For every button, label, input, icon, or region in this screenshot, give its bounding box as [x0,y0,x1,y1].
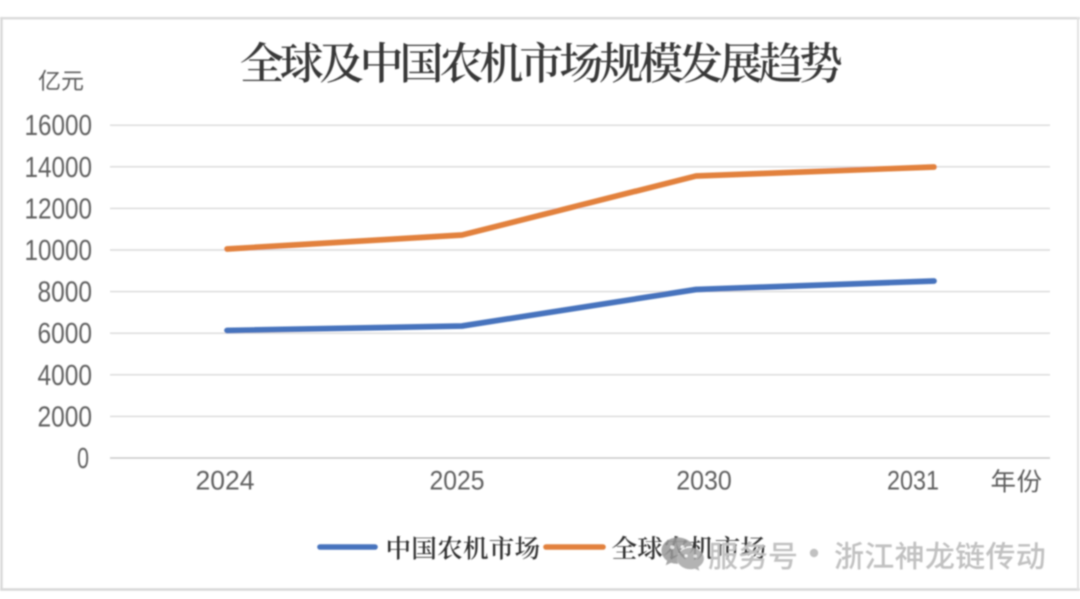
svg-text:6000: 6000 [38,318,93,350]
svg-text:2024: 2024 [196,466,255,496]
svg-text:14000: 14000 [25,152,93,184]
svg-text:4000: 4000 [38,360,93,392]
svg-text:16000: 16000 [25,110,93,142]
svg-text:2030: 2030 [676,466,732,496]
svg-text:12000: 12000 [25,193,93,225]
svg-text:2025: 2025 [430,466,485,496]
svg-text:10000: 10000 [25,235,93,267]
svg-text:0: 0 [77,443,89,475]
svg-text:2000: 2000 [38,401,93,433]
svg-text:8000: 8000 [38,277,93,309]
svg-text:2031: 2031 [887,466,939,496]
